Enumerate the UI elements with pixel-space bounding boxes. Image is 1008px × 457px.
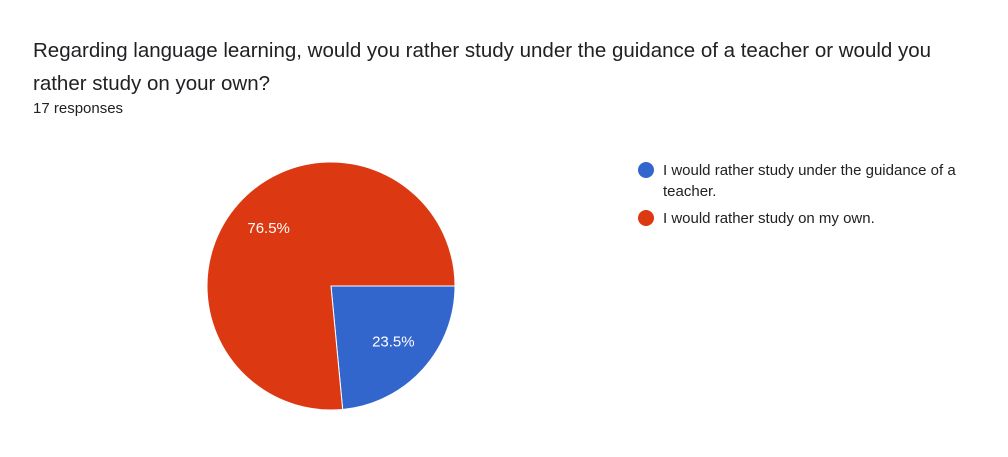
legend-item[interactable]: I would rather study on my own.	[638, 208, 968, 229]
legend-swatch	[638, 210, 654, 226]
legend: I would rather study under the guidance …	[638, 160, 968, 235]
chart-subtitle: 17 responses	[33, 100, 124, 117]
legend-item[interactable]: I would rather study under the guidance …	[638, 160, 968, 202]
pie-slice	[206, 161, 456, 411]
pie-slice	[330, 285, 456, 410]
pie-chart: 23.5% 76.5%	[206, 161, 456, 411]
slice-label: 76.5%	[247, 220, 290, 237]
legend-label: I would rather study on my own.	[663, 210, 875, 227]
slice-label: 23.5%	[372, 334, 415, 351]
chart-title: Regarding language learning, would you r…	[33, 39, 932, 95]
legend-swatch	[638, 162, 654, 178]
legend-label: I would rather study under the guidance …	[663, 162, 956, 200]
